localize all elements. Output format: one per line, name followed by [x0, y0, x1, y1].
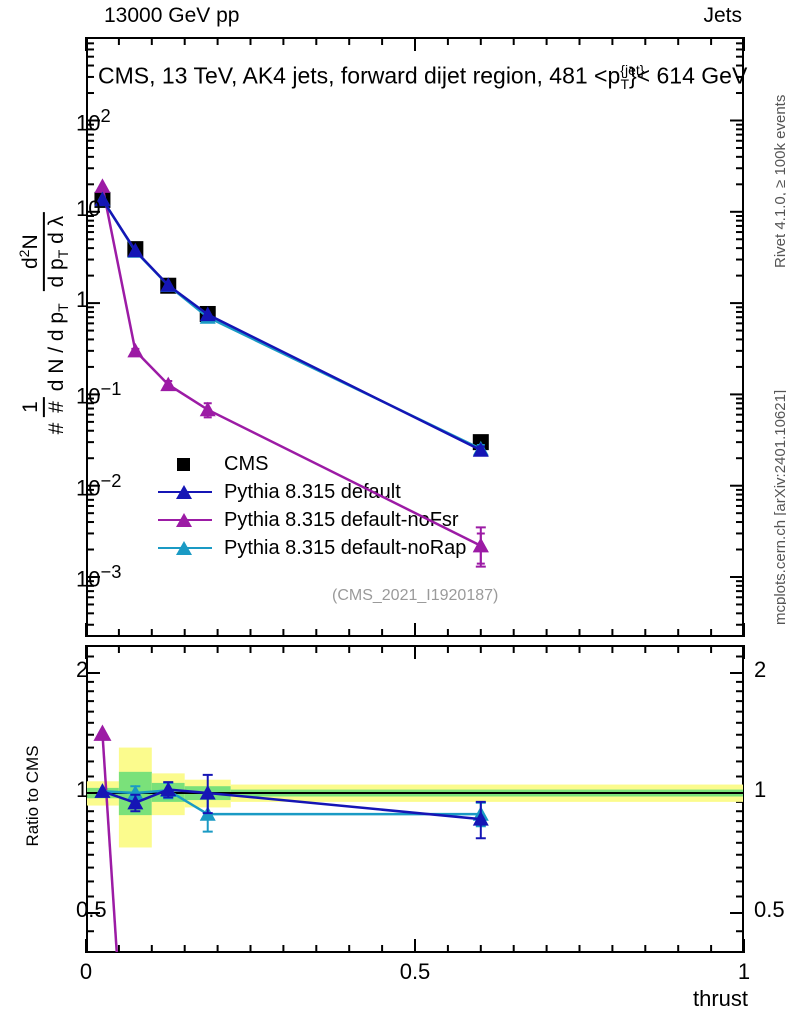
- data-marker-triangle: [94, 783, 111, 798]
- data-marker-triangle: [94, 178, 111, 193]
- data-marker-triangle: [160, 277, 177, 292]
- legend-marker-square-icon: [156, 452, 214, 476]
- legend-label-norap: Pythia 8.315 default-noRap: [224, 536, 467, 559]
- x-tick-label: 1: [737, 959, 751, 984]
- data-marker-triangle: [199, 306, 216, 322]
- data-marker-triangle: [127, 785, 144, 800]
- ratio-series-nofsr: [93, 724, 118, 952]
- legend-marker-triangle-icon: [156, 508, 214, 532]
- data-marker-triangle: [160, 376, 177, 392]
- x-tick-label: 0: [79, 959, 93, 984]
- series-nofsr-errorbars: [472, 526, 489, 568]
- data-marker-triangle: [127, 794, 144, 810]
- main-series-group: [94, 178, 489, 568]
- data-marker-triangle: [93, 724, 112, 741]
- data-marker-triangle: [127, 242, 144, 258]
- plot-title-pre: CMS, 13 TeV, AK4 jets, forward dijet reg…: [98, 62, 621, 89]
- series-line: [101, 733, 118, 952]
- ratio-series-group: [93, 724, 489, 952]
- series-pythia-8-315-default: [94, 191, 489, 457]
- legend-item-cms: CMS: [156, 450, 466, 478]
- ratio-uncertainty-bands: [87, 747, 743, 848]
- data-marker-triangle: [94, 191, 111, 207]
- ratio-y-tick-label-right: 2: [754, 657, 767, 682]
- series-pythia-8-315-default-nofsr: [94, 178, 489, 565]
- legend: CMS Pythia 8.315 default Pythia 8.315 de…: [156, 450, 466, 562]
- plot-title: CMS, 13 TeV, AK4 jets, forward dijet reg…: [98, 62, 747, 92]
- plot-title-superscript: {jet}: [620, 62, 645, 78]
- x-axis-title: thrust: [692, 986, 748, 1011]
- x-tick-label: 0.5: [399, 959, 431, 984]
- analysis-category-label: Jets: [703, 4, 742, 27]
- series-line: [101, 198, 482, 451]
- data-marker-triangle: [472, 537, 489, 553]
- legend-marker-triangle-icon: [156, 480, 214, 504]
- analysis-id-watermark: (CMS_2021_I1920187): [332, 587, 499, 604]
- data-marker-triangle: [199, 401, 216, 417]
- data-marker-triangle: [160, 781, 177, 797]
- beam-energy-label: 13000 GeV pp: [104, 4, 240, 27]
- legend-item-nofsr: Pythia 8.315 default-noFsr: [156, 506, 466, 534]
- legend-marker-triangle-icon: [156, 536, 214, 560]
- ratio-series-default: [94, 773, 489, 840]
- legend-label-cms: CMS: [224, 452, 269, 475]
- plot-title-post: }< 614 GeV: [629, 62, 748, 89]
- data-marker-triangle: [472, 811, 489, 826]
- ratio-y-tick-label-right: 0.5: [754, 897, 785, 922]
- legend-label-default: Pythia 8.315 default: [224, 480, 401, 503]
- legend-item-norap: Pythia 8.315 default-noRap: [156, 534, 466, 562]
- legend-label-nofsr: Pythia 8.315 default-noFsr: [224, 508, 459, 531]
- series-line: [101, 186, 482, 547]
- plot-title-subscript: T: [620, 76, 629, 93]
- ratio-y-tick-label-right: 1: [754, 777, 767, 802]
- series-cms: [94, 191, 489, 451]
- legend-item-default: Pythia 8.315 default: [156, 478, 466, 506]
- data-marker-triangle: [199, 785, 216, 800]
- data-marker-triangle: [472, 442, 489, 457]
- series-pythia-8-315-default-norap: [94, 191, 489, 456]
- series-line: [101, 198, 482, 452]
- data-marker-triangle: [127, 342, 144, 358]
- main-plot-panel: [86, 37, 744, 637]
